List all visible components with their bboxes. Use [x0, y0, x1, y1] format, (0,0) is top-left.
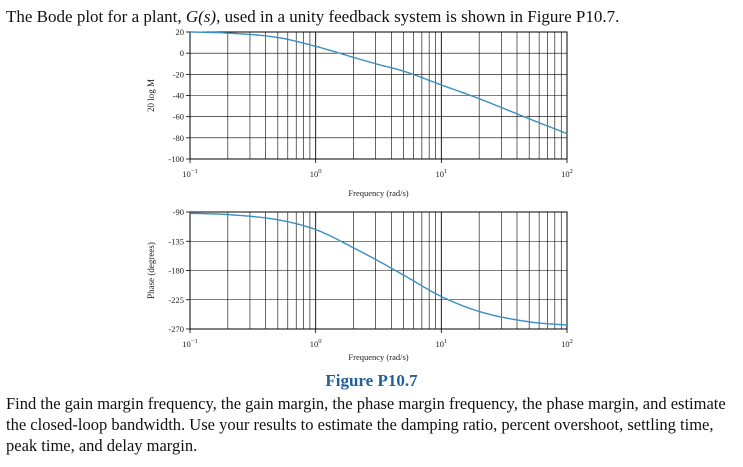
y-tick-label: -60	[173, 112, 184, 122]
x-tick-label: 102	[561, 168, 573, 179]
y-tick-label: -80	[173, 133, 184, 143]
magnitude-plot: 20 0 -20 -40 -60 -80 -100 10−1 100 101 102 Frequenc…	[146, 27, 573, 198]
series-line	[190, 31, 568, 135]
plot-frame	[189, 31, 568, 160]
y-axis-label: 20 log M	[146, 79, 156, 112]
x-tick-label: 101	[435, 338, 447, 349]
intro-math-g-of-s: G(s)	[185, 7, 217, 26]
question-text: Find the gain margin frequency, the gain…	[6, 394, 726, 455]
problem-intro: The Bode plot for a plant, G(s), used in…	[6, 7, 741, 27]
y-tick-label: -40	[173, 91, 184, 101]
y-tick-label: -90	[173, 207, 184, 217]
bode-plot: 20 0 -20 -40 -60 -80 -100 10−1 100 101 102 Frequenc…	[146, 27, 573, 362]
x-axis-label: Frequency (rad/s)	[348, 352, 408, 362]
figure-caption: Figure P10.7	[325, 371, 418, 390]
y-axis-label: Phase (degrees)	[146, 242, 156, 299]
plot-frame	[189, 211, 568, 330]
y-tick-label: 20	[176, 27, 185, 37]
x-tick-label: 102	[561, 338, 573, 349]
y-tick-label: -180	[168, 266, 184, 276]
x-tick-label: 101	[435, 168, 447, 179]
y-tick-label: -225	[168, 295, 184, 305]
x-tick-label: 10−1	[182, 338, 197, 349]
intro-text-after: , used in a unity feedback system is sho…	[216, 7, 620, 26]
x-tick-label: 10−1	[182, 168, 197, 179]
y-tick-label: -100	[168, 154, 184, 164]
phase-plot: -90 -135 -180 -225 -270 10−1 100 101 102 Frequenc…	[146, 207, 573, 362]
intro-text-before: The Bode plot for a plant,	[6, 7, 186, 26]
x-tick-label: 100	[310, 338, 322, 349]
x-axis-label: Frequency (rad/s)	[348, 188, 408, 198]
y-tick-label: -20	[173, 69, 184, 79]
y-tick-label: -270	[168, 324, 184, 334]
series-line	[189, 212, 568, 326]
y-tick-label: 0	[180, 48, 184, 58]
x-tick-label: 100	[310, 168, 322, 179]
y-tick-label: -135	[168, 236, 184, 246]
